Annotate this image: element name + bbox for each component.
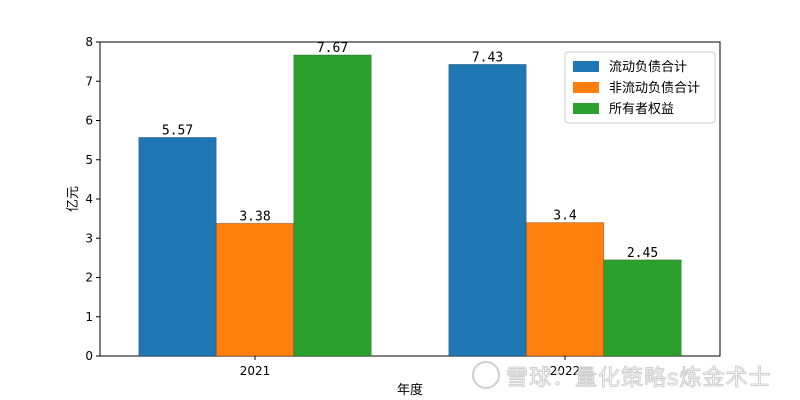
bar-1-0 [215, 223, 295, 357]
bars-group [138, 54, 682, 357]
y-axis-label: 亿元 [66, 186, 81, 212]
data-label-1-0: 3.38 [239, 209, 270, 224]
bar-1-1 [525, 222, 605, 357]
y-tick-label-8: 8 [85, 35, 93, 49]
data-label-2-0: 7.67 [317, 41, 348, 56]
legend-swatch-0 [573, 61, 599, 72]
data-label-0-1: 7.43 [472, 50, 503, 65]
y-tick-label-0: 0 [85, 349, 93, 363]
y-tick-label-2: 2 [85, 271, 93, 285]
legend-label-0: 流动负债合计 [609, 60, 687, 75]
data-labels-group: 5.57 7.43 3.38 3.4 7.67 2.45 [162, 41, 658, 261]
legend-swatch-2 [573, 103, 599, 114]
legend-swatch-1 [573, 82, 599, 93]
x-axis-label: 年度 [397, 382, 423, 398]
snowball-logo-icon [472, 361, 500, 389]
legend-label-2: 所有者权益 [609, 101, 674, 117]
data-label-0-0: 5.57 [162, 123, 193, 138]
y-tick-label-1: 1 [85, 310, 93, 324]
x-tick-label-0: 2021 [240, 364, 271, 378]
data-label-1-1: 3.4 [553, 209, 577, 224]
bar-0-1 [448, 64, 527, 357]
watermark: 雪球：量化策略s炼金术士 [472, 360, 771, 392]
x-axis: 2021 2022 [240, 356, 581, 378]
bar-2-0 [293, 54, 372, 357]
x-tick-label-1: 2022 [550, 364, 581, 378]
legend-box [564, 51, 716, 124]
y-tick-label-5: 5 [85, 153, 93, 167]
data-label-2-1: 2.45 [627, 246, 658, 261]
y-axis: 0 1 2 3 4 5 6 7 8 [85, 35, 100, 363]
y-tick-label-3: 3 [85, 231, 93, 245]
watermark-text: 雪球：量化策略s炼金术士 [505, 366, 772, 392]
legend-label-1: 非流动负债合计 [609, 81, 700, 96]
bar-0-0 [138, 137, 217, 357]
bar-2-1 [603, 259, 682, 357]
y-tick-label-7: 7 [85, 74, 93, 88]
y-tick-label-4: 4 [85, 192, 93, 206]
y-tick-label-6: 6 [85, 114, 93, 128]
